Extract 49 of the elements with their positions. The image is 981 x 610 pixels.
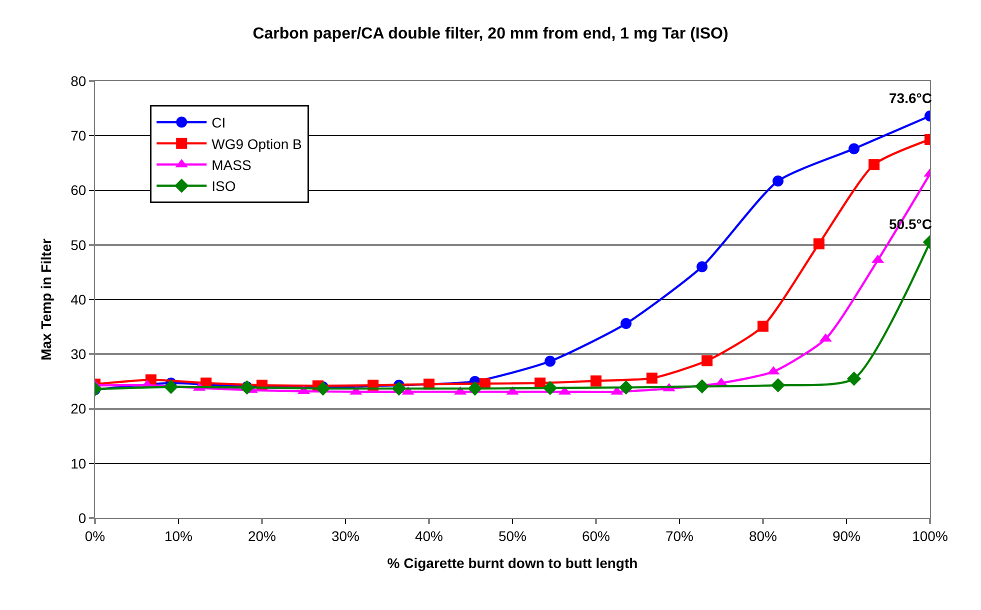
point [772, 175, 784, 186]
point [868, 159, 880, 170]
point [770, 378, 786, 392]
x-tick-label: 30% [331, 528, 360, 544]
point [813, 238, 824, 250]
point [646, 372, 658, 384]
y-tick-label: 80 [70, 72, 86, 89]
point [392, 381, 406, 396]
y-tick-label: 30 [70, 346, 86, 362]
y-tick-label: 40 [70, 291, 86, 308]
x-tick-label: 80% [748, 528, 778, 544]
y-tick-label: 0 [78, 510, 86, 526]
point [618, 380, 634, 395]
point [620, 318, 632, 330]
y-tick-label: 20 [70, 400, 86, 417]
annotation: 73.6°C [889, 90, 932, 106]
legend-label: MASS [212, 156, 252, 173]
legend-label: WG9 Option B [212, 136, 302, 152]
x-tick-label: 100% [912, 528, 948, 544]
point [590, 375, 602, 386]
legend-label: CI [212, 114, 226, 131]
y-tick-label: 50 [70, 236, 86, 253]
x-tick-label: 60% [582, 528, 610, 544]
x-tick-label: 10% [164, 528, 193, 544]
x-axis-title: % Cigarette burnt down to butt length [387, 555, 638, 572]
x-tick-label: 50% [498, 528, 527, 544]
y-tick-label: 60 [70, 182, 86, 198]
point [542, 380, 558, 396]
x-tick-label: 90% [832, 528, 861, 544]
chart-title: Carbon paper/CA double filter, 20 mm from end, 1 mg Tar (ISO) [252, 26, 728, 43]
y-tick-label: 70 [70, 128, 86, 144]
x-tick-label: 0% [84, 528, 106, 544]
y-axis-title: Max Temp in Filter [38, 238, 54, 360]
x-tick-label: 20% [248, 528, 276, 544]
point [702, 355, 713, 366]
point [848, 143, 860, 154]
point [694, 379, 710, 394]
point [164, 380, 178, 394]
x-tick-label: 40% [414, 528, 444, 544]
point [240, 380, 254, 395]
y-tick-label: 10 [70, 455, 86, 472]
point [696, 261, 708, 272]
point [468, 381, 482, 396]
x-tick-label: 70% [665, 528, 694, 544]
point [316, 381, 330, 396]
legend-label: ISO [212, 178, 236, 194]
point [544, 356, 556, 367]
point [846, 372, 862, 386]
point [758, 320, 768, 332]
